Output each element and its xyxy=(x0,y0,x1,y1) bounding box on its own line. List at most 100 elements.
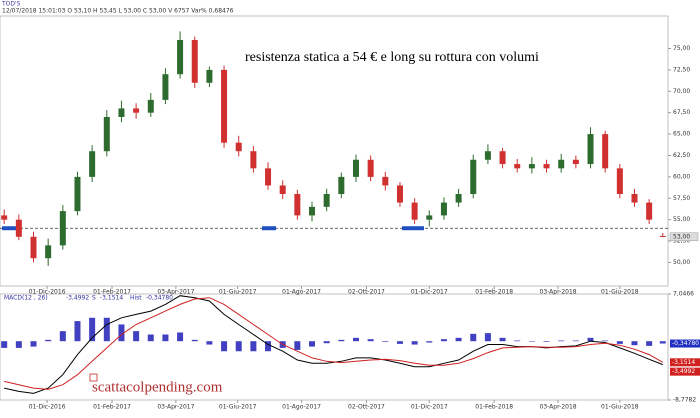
candle-body xyxy=(455,194,462,203)
candle-body xyxy=(470,159,477,195)
y-tick-label: -8,7782 xyxy=(673,397,696,404)
hist-bar xyxy=(440,339,447,342)
x-tick-label: 01-Dic-2016 xyxy=(29,289,66,296)
hist-bar xyxy=(499,337,506,342)
candle-body xyxy=(572,159,579,165)
candle-body xyxy=(1,215,8,220)
hist-bar xyxy=(103,317,110,342)
x-tick-label: 03-Apr-2018 xyxy=(540,289,577,296)
hist-bar xyxy=(133,331,140,342)
x-tick-label: 01-Giu-2017 xyxy=(219,289,257,296)
candle-body xyxy=(646,202,653,220)
hist-bar xyxy=(323,341,330,344)
hist-bar xyxy=(338,339,345,342)
candle-body xyxy=(367,159,374,177)
candle-body xyxy=(162,74,169,100)
last-value-label: -3,1514 xyxy=(672,359,695,366)
hist-bar xyxy=(1,341,8,348)
hist-bar xyxy=(45,339,52,342)
quote: 12/07/2018 15:01:03 O 53,10 H 53,45 L 53… xyxy=(2,8,234,15)
hist-bar xyxy=(587,337,594,342)
last-price-label: 53,00 xyxy=(673,233,690,240)
macd-header: -3,4992 xyxy=(66,295,89,302)
candle-body xyxy=(440,202,447,216)
candle-body xyxy=(235,142,242,152)
candle-body xyxy=(133,108,140,113)
last-value-label: -3,4992 xyxy=(672,368,695,375)
x-tick-label: 03-Apr-2018 xyxy=(540,404,577,411)
hist-bar xyxy=(646,341,653,346)
hist-bar xyxy=(659,341,666,344)
candle-body xyxy=(59,211,66,246)
hist-bar xyxy=(89,317,96,342)
x-tick-label: 01-Ago-2017 xyxy=(282,404,321,411)
hist-bar xyxy=(572,340,579,342)
hist-bar xyxy=(352,337,359,342)
hist-bar xyxy=(396,341,403,344)
macd-header: Hist xyxy=(130,295,142,302)
macd-header: -3,1514 xyxy=(100,295,123,302)
watermark: scattacolpending.com xyxy=(92,379,223,395)
candle-body xyxy=(15,219,22,237)
hist-bar xyxy=(631,341,638,346)
macd-line xyxy=(4,297,664,390)
hist-bar xyxy=(470,333,477,342)
hist-bar xyxy=(177,332,184,342)
x-tick-label: 01-Feb-2018 xyxy=(475,289,513,296)
candle-body xyxy=(191,39,198,83)
x-tick-label: 03-Apr-2017 xyxy=(157,289,194,296)
hist-bar xyxy=(602,340,609,342)
candle-body xyxy=(45,245,52,259)
candle-body xyxy=(206,69,213,83)
hist-bar xyxy=(426,341,433,343)
candle-body xyxy=(558,159,565,169)
candle-body xyxy=(587,134,594,165)
candle-body xyxy=(30,236,37,259)
hist-bar xyxy=(265,341,272,352)
candle-body xyxy=(396,185,403,203)
candle-body xyxy=(514,164,521,169)
logo-square xyxy=(89,373,98,382)
hist-bar xyxy=(294,341,301,350)
y-tick-label: 67,50 xyxy=(673,109,690,116)
macd-frame xyxy=(0,293,669,401)
x-tick-label: 01-Dic-2017 xyxy=(411,404,448,411)
macd-header: MACD xyxy=(4,295,22,302)
last-value-label: -0,34780 xyxy=(672,340,699,347)
candle-body xyxy=(543,164,550,169)
y-tick-label: 50,00 xyxy=(673,259,690,266)
candle-body xyxy=(221,69,228,143)
y-tick-label: 7,0466 xyxy=(673,291,694,298)
y-tick-label: 70,00 xyxy=(673,88,690,95)
candle-body xyxy=(338,176,345,195)
hist-bar xyxy=(514,340,521,342)
x-tick-label: 03-Apr-2017 xyxy=(157,404,194,411)
candle-body xyxy=(147,99,154,113)
hist-bar xyxy=(15,341,22,348)
candle-body xyxy=(411,202,418,220)
hist-bar xyxy=(309,341,316,347)
candle-body xyxy=(382,176,389,186)
y-tick-label: 62,50 xyxy=(673,152,690,159)
symbol: TOD'S xyxy=(1,1,21,8)
x-tick-label: 01-Feb-2018 xyxy=(475,404,513,411)
x-tick-label: 01-Feb-2017 xyxy=(93,289,131,296)
candle-body xyxy=(177,39,184,75)
hist-bar xyxy=(74,321,81,342)
candle-body xyxy=(74,176,81,212)
hist-bar xyxy=(382,341,389,342)
macd-header: -0,34780 xyxy=(146,295,173,302)
y-tick-label: 65,00 xyxy=(673,131,690,138)
hist-bar xyxy=(455,337,462,342)
hist-bar xyxy=(367,339,374,342)
annotation: resistenza statica a 54 € e long su rott… xyxy=(245,50,539,65)
candle-body xyxy=(484,151,491,160)
candle-body xyxy=(659,235,666,237)
hist-bar xyxy=(118,324,125,342)
x-tick-label: 01-Giu-2017 xyxy=(219,404,257,411)
x-tick-label: 01-Feb-2017 xyxy=(93,404,131,411)
candle-body xyxy=(279,185,286,195)
candle-body xyxy=(309,206,316,216)
candle-body xyxy=(352,159,359,177)
